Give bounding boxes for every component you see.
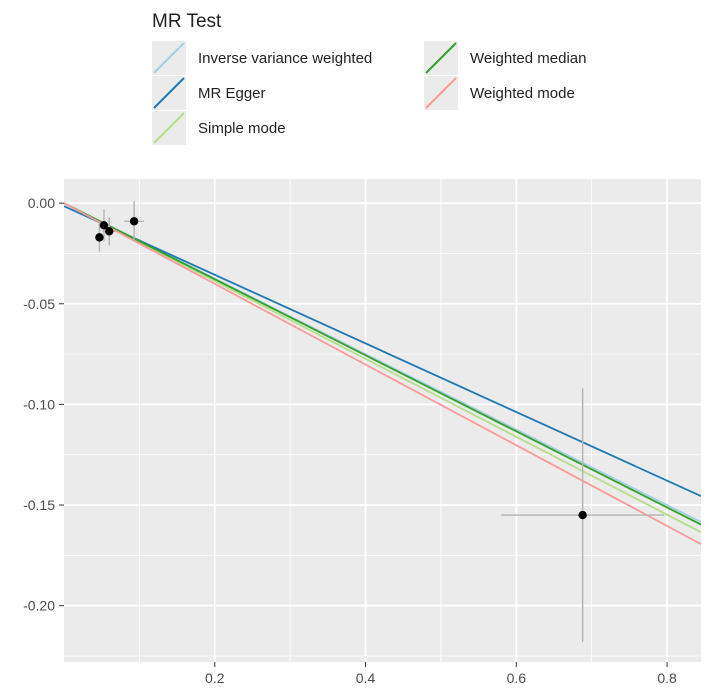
legend-item-simple-mode: Simple mode xyxy=(152,111,286,145)
y-tick-label: 0.00 xyxy=(28,195,55,211)
fit-line-mr-egger xyxy=(64,205,701,497)
legend-key-line xyxy=(153,77,185,109)
legend-item-mr-egger: MR Egger xyxy=(152,76,266,110)
legend-item-weighted-mode: Weighted mode xyxy=(424,76,575,110)
fit-line-weighted-median xyxy=(64,202,701,526)
y-tick-label: -0.10 xyxy=(23,396,55,412)
y-axis: 0.00 -0.05 -0.10 -0.15 -0.20 xyxy=(23,195,64,614)
legend-label: MR Egger xyxy=(198,85,266,102)
data-points xyxy=(95,217,587,520)
fit-lines xyxy=(64,202,701,545)
data-point xyxy=(99,221,109,230)
data-point xyxy=(105,227,114,236)
y-tick-label: -0.15 xyxy=(23,497,55,513)
legend-label: Weighted median xyxy=(470,50,586,67)
x-tick-label: 0.2 xyxy=(205,670,225,686)
grid-major xyxy=(64,179,701,662)
x-tick-label: 0.6 xyxy=(507,670,527,686)
legend-key-line xyxy=(425,42,457,74)
data-point xyxy=(578,510,587,520)
data-point xyxy=(95,233,104,242)
legend-key-line xyxy=(153,42,185,74)
x-tick-label: 0.8 xyxy=(657,670,677,686)
legend-title: MR Test xyxy=(152,11,222,32)
legend: MR Test Inverse variance weighted MR Egge… xyxy=(152,11,586,145)
legend-item-weighted-median: Weighted median xyxy=(424,41,586,75)
data-point xyxy=(129,217,139,226)
legend-key-line xyxy=(153,112,185,144)
grid-minor xyxy=(64,179,701,662)
fit-line-weighted-mode xyxy=(64,202,701,545)
plot-area xyxy=(64,179,701,662)
x-tick-label: 0.4 xyxy=(356,670,376,686)
legend-label: Weighted mode xyxy=(470,85,575,102)
legend-label: Inverse variance weighted xyxy=(198,50,372,67)
fit-line-simple-mode xyxy=(64,202,701,534)
legend-label: Simple mode xyxy=(198,120,286,137)
legend-key-line xyxy=(425,77,457,109)
x-axis: 0.2 0.4 0.6 0.8 xyxy=(205,662,677,686)
y-tick-label: -0.05 xyxy=(23,296,55,312)
legend-item-inverse-variance-weighted: Inverse variance weighted xyxy=(152,41,372,75)
y-tick-label: -0.20 xyxy=(23,598,55,614)
